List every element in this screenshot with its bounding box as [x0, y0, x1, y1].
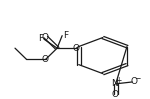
Text: O: O: [41, 33, 48, 42]
Text: O: O: [111, 89, 119, 99]
Text: F: F: [63, 31, 68, 40]
Text: O: O: [42, 55, 48, 64]
Text: +: +: [115, 76, 122, 85]
Text: F: F: [38, 34, 43, 43]
Text: −: −: [134, 75, 140, 84]
Text: O: O: [73, 44, 80, 53]
Text: N: N: [111, 79, 118, 88]
Text: O: O: [130, 78, 137, 86]
